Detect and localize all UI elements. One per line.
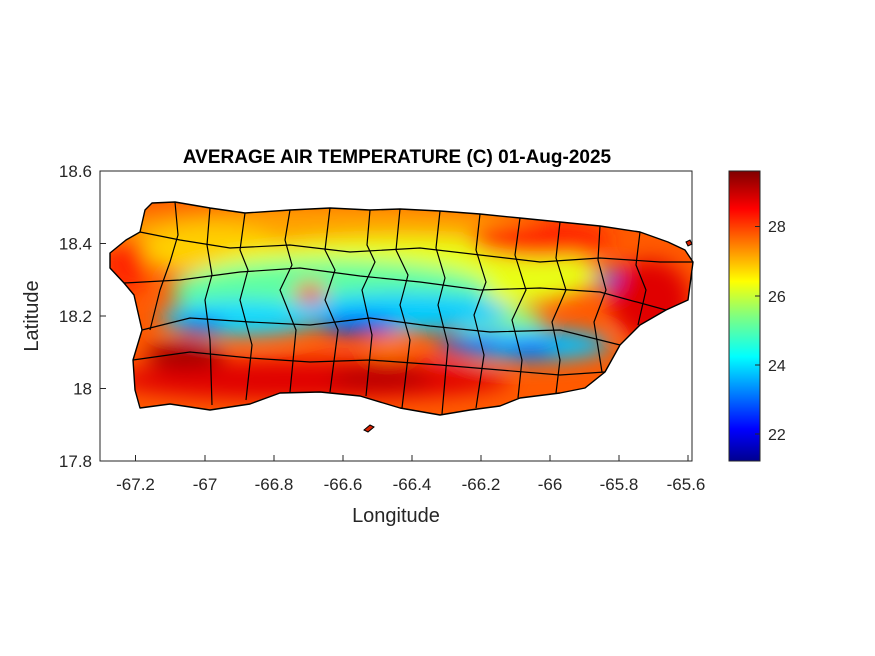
colorbar-tick-label-24: 24 <box>768 358 786 375</box>
y-tick-label-5: 17.8 <box>59 452 92 471</box>
island-outline <box>109 201 694 416</box>
border-n-s-5 <box>324 207 339 393</box>
colorbar-tick-label-22: 22 <box>768 427 786 444</box>
y-tick-label-3: 18.2 <box>59 307 92 326</box>
x-tick-label-5: -66.4 <box>393 475 432 494</box>
x-tick-label-7: -66 <box>538 475 563 494</box>
x-tick-label-1: -67.2 <box>116 475 155 494</box>
offshore-islands <box>363 239 693 433</box>
colorbar: 28 26 24 22 <box>728 170 786 462</box>
plot-area <box>99 170 694 462</box>
x-axis: -67.2 -67 -66.8 -66.6 -66.4 -66.2 -66 -6… <box>116 455 705 527</box>
x-tick-label-3: -66.8 <box>255 475 294 494</box>
x-tick-label-4: -66.6 <box>324 475 363 494</box>
border-e-w-2 <box>123 267 667 311</box>
border-n-s-6 <box>361 209 376 397</box>
caja-de-muertos-island <box>363 424 375 433</box>
border-e-w-1 <box>139 231 693 263</box>
x-axis-label: Longitude <box>352 505 440 527</box>
colorbar-gradient <box>728 170 761 462</box>
blob-warm-pocket-south <box>370 336 406 354</box>
border-n-s-8 <box>435 210 449 415</box>
y-tick-label-4: 18 <box>73 380 92 399</box>
border-n-s-3 <box>239 212 253 401</box>
border-n-s-13 <box>635 231 647 326</box>
chart-title: AVERAGE AIR TEMPERATURE (C) 01-Aug-2025 <box>183 147 612 168</box>
border-e-w-3 <box>141 317 621 346</box>
y-tick-label-2: 18.4 <box>59 235 92 254</box>
y-axis: 18.6 18.4 18.2 18 17.8 Latitude <box>21 162 106 471</box>
border-n-s-10 <box>511 217 527 399</box>
blob-blue-core-2 <box>435 337 505 353</box>
y-axis-label: Latitude <box>21 280 43 351</box>
blob-northeast-red <box>470 222 610 258</box>
border-e-w-4 <box>132 351 606 376</box>
blob-blue-core-1 <box>320 316 400 334</box>
blob-southwest-darkred <box>145 342 225 368</box>
border-n-s-1 <box>149 201 179 331</box>
x-tick-label-8: -65.8 <box>600 475 639 494</box>
border-n-s-11 <box>551 221 567 394</box>
blob-south-darkred <box>330 368 430 388</box>
border-n-s-4 <box>279 209 297 393</box>
x-tick-label-6: -66.2 <box>462 475 501 494</box>
x-tick-label-2: -67 <box>193 475 218 494</box>
colorbar-tick-label-28: 28 <box>768 219 786 236</box>
x-tick-label-9: -65.6 <box>667 475 706 494</box>
culebrita-cays <box>685 239 693 247</box>
border-n-s-7 <box>395 208 411 409</box>
y-tick-label-1: 18.6 <box>59 162 92 181</box>
blob-warm-pocket-north <box>294 283 326 303</box>
blob-blue-core-5 <box>175 318 225 332</box>
border-n-s-2 <box>204 207 213 406</box>
border-n-s-9 <box>473 213 487 409</box>
blob-blue-core-3 <box>505 343 555 357</box>
colorbar-tick-label-26: 26 <box>768 289 786 306</box>
municipality-boundaries <box>109 201 694 416</box>
